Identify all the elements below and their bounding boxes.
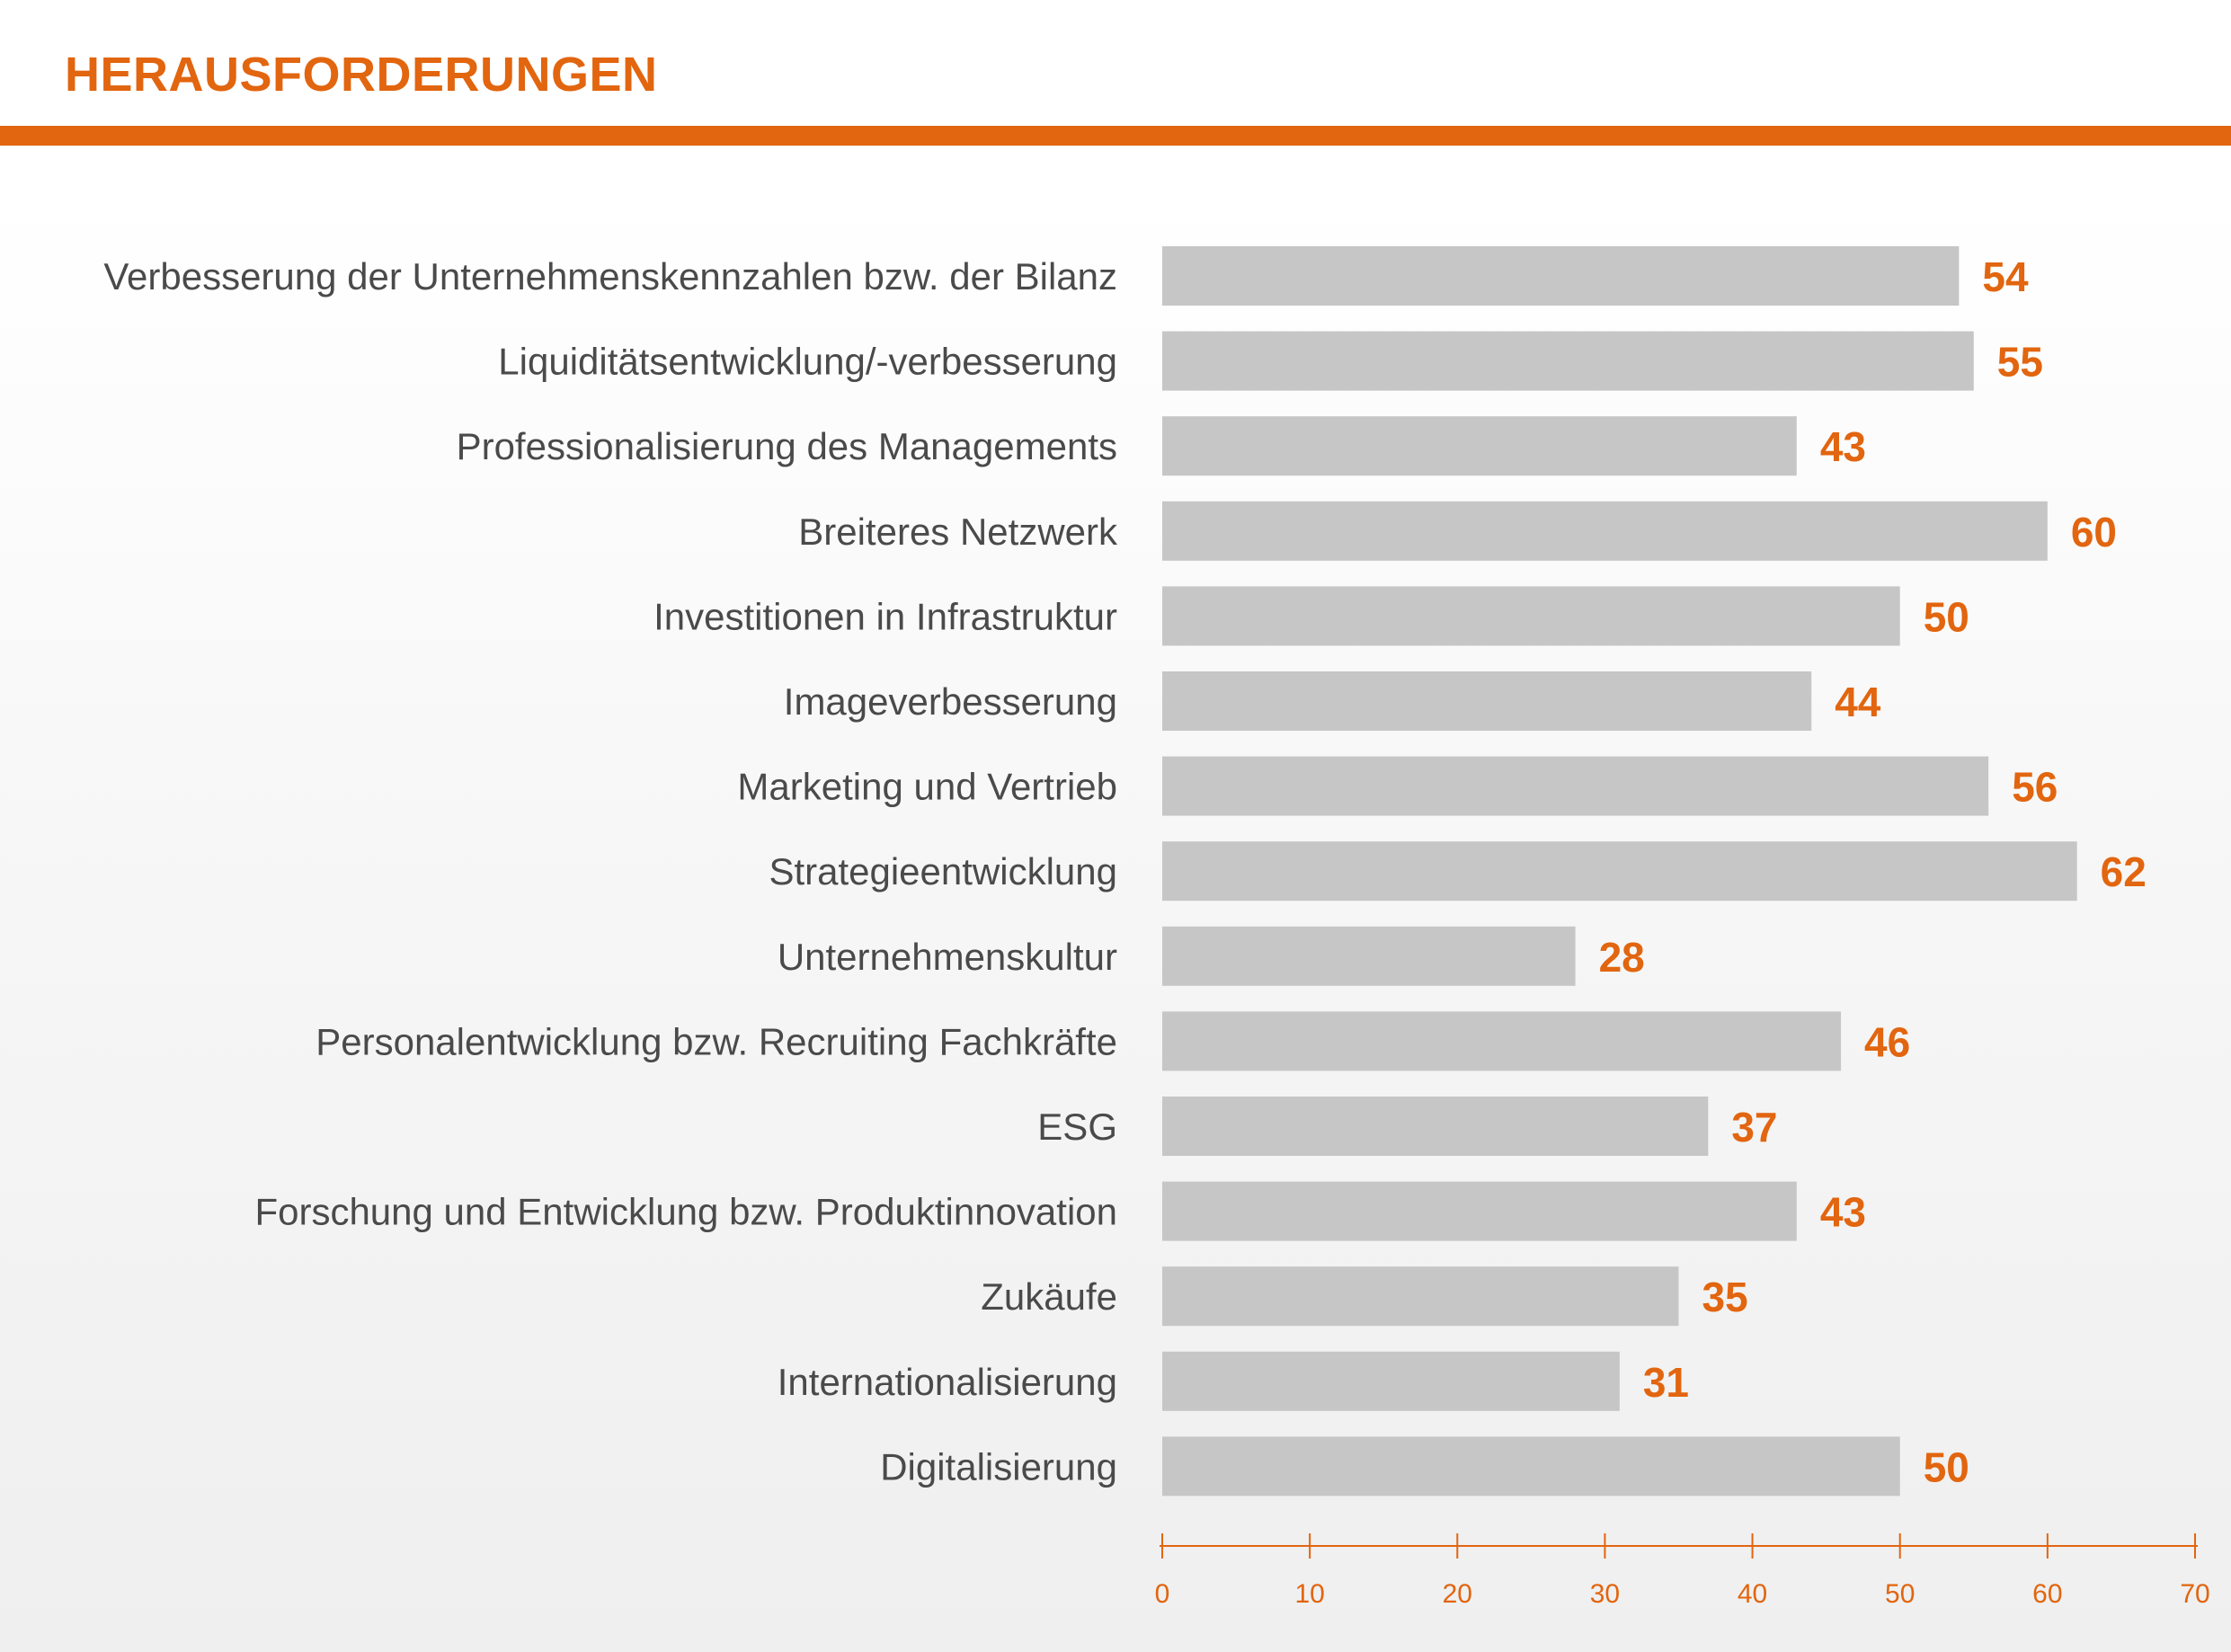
bar bbox=[1162, 1011, 1842, 1071]
category-label: Liquiditätsentwicklung/-verbesserung bbox=[498, 341, 1117, 383]
bar bbox=[1162, 926, 1576, 986]
data-label: 60 bbox=[2071, 509, 2117, 555]
category-label: Professionalisierung des Managements bbox=[457, 425, 1117, 467]
bar bbox=[1162, 841, 2077, 901]
x-tick-label: 40 bbox=[1738, 1579, 1767, 1609]
bar bbox=[1162, 246, 1960, 306]
category-label: Unternehmenskultur bbox=[778, 936, 1117, 978]
bar bbox=[1162, 671, 1812, 731]
data-label: 31 bbox=[1643, 1359, 1689, 1406]
bar bbox=[1162, 1436, 1900, 1497]
data-label: 46 bbox=[1864, 1018, 1910, 1065]
category-label: Marketing und Vertrieb bbox=[737, 766, 1117, 808]
bars-layer: Verbesserung der Unternehmenskennzahlen … bbox=[103, 246, 2147, 1497]
data-label: 43 bbox=[1820, 1189, 1866, 1236]
bar bbox=[1162, 586, 1900, 646]
bar bbox=[1162, 1097, 1709, 1156]
x-tick-label: 50 bbox=[1885, 1579, 1915, 1609]
x-axis: 0 10 20 30 40 50 60 70 bbox=[1155, 1533, 2210, 1609]
category-label: Imageverbesserung bbox=[784, 680, 1117, 723]
bar bbox=[1162, 1181, 1797, 1241]
bar bbox=[1162, 501, 2048, 561]
data-label: 50 bbox=[1924, 593, 1969, 640]
x-tick-label: 10 bbox=[1294, 1579, 1324, 1609]
x-tick-label: 30 bbox=[1590, 1579, 1620, 1609]
category-label: Zukäufe bbox=[981, 1275, 1117, 1318]
bar bbox=[1162, 416, 1797, 476]
x-tick-label: 60 bbox=[2032, 1579, 2062, 1609]
data-label: 56 bbox=[2012, 764, 2058, 811]
category-label: Strategieentwicklung bbox=[769, 850, 1117, 893]
category-label: Internationalisierung bbox=[778, 1361, 1117, 1403]
chart-title: HERAUSFORDERUNGEN bbox=[65, 48, 658, 102]
category-label: Forschung und Entwicklung bzw. Produktin… bbox=[254, 1191, 1117, 1233]
data-label: 28 bbox=[1599, 934, 1645, 981]
category-label: Investitionen in Infrastruktur bbox=[653, 595, 1117, 637]
bar bbox=[1162, 1351, 1620, 1411]
category-label: Breiteres Netzwerk bbox=[798, 511, 1118, 553]
category-label: Digitalisierung bbox=[880, 1445, 1117, 1488]
data-label: 62 bbox=[2101, 848, 2147, 895]
category-label: ESG bbox=[1037, 1106, 1117, 1148]
data-label: 54 bbox=[1982, 253, 2029, 300]
x-tick-label: 20 bbox=[1443, 1579, 1472, 1609]
category-label: Verbesserung der Unternehmenskennzahlen … bbox=[103, 255, 1117, 298]
bar bbox=[1162, 756, 1989, 816]
data-label: 44 bbox=[1835, 679, 1881, 725]
data-label: 43 bbox=[1820, 423, 1866, 470]
x-tick-label: 0 bbox=[1155, 1579, 1170, 1609]
data-label: 55 bbox=[1997, 339, 2043, 386]
data-label: 35 bbox=[1702, 1274, 1748, 1320]
category-label: Personalentwicklung bzw. Recruiting Fach… bbox=[316, 1020, 1117, 1062]
x-tick-label: 70 bbox=[2180, 1579, 2209, 1609]
bar bbox=[1162, 1266, 1679, 1327]
data-label: 37 bbox=[1731, 1104, 1777, 1150]
bar bbox=[1162, 331, 1974, 391]
data-label: 50 bbox=[1924, 1443, 1969, 1490]
title-rule bbox=[0, 126, 2231, 146]
